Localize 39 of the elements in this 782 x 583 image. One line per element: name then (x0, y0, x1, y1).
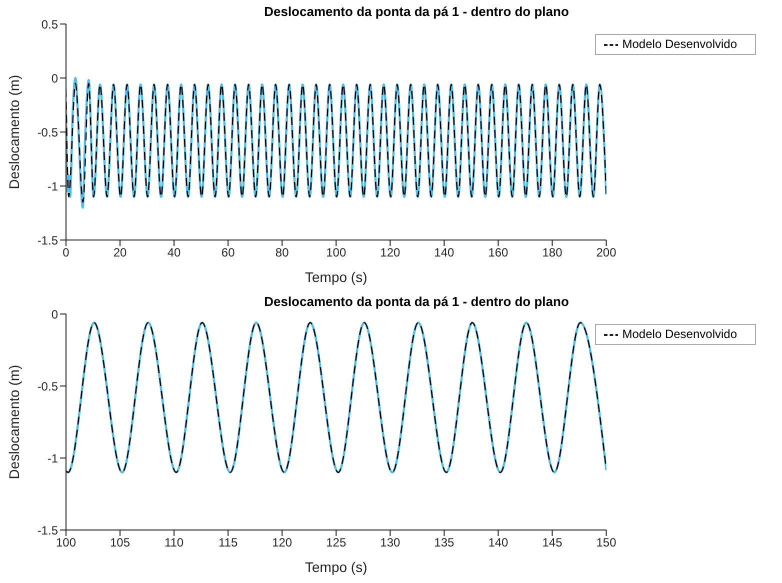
x-tick-label: 140 (434, 246, 455, 260)
x-tick-label: 100 (56, 536, 76, 550)
x-tick-label: 100 (326, 246, 346, 260)
x-tick-label: 80 (275, 246, 290, 260)
x-tick-label: 0 (62, 246, 70, 260)
x-tick-label: 145 (542, 536, 563, 550)
y-tick-label: -0.5 (37, 379, 58, 394)
chart-title: Deslocamento da ponta da pá 1 - dentro do plano (263, 4, 570, 19)
chart-title: Deslocamento da ponta da pá 1 - dentro do plano (263, 294, 570, 309)
x-tick-label: 130 (380, 536, 400, 550)
x-tick-label: 150 (596, 536, 617, 550)
y-tick-label: -1 (47, 451, 58, 466)
x-axis-title: Tempo (s) (305, 559, 368, 575)
x-tick-label: 60 (221, 246, 236, 260)
x-tick-label: 140 (488, 536, 509, 550)
x-tick-label: 40 (167, 246, 182, 260)
y-tick-label: -0.5 (37, 125, 58, 140)
x-tick-label: 120 (272, 536, 292, 550)
x-tick-label: 180 (542, 246, 563, 260)
y-tick-label: 0.5 (41, 17, 58, 32)
x-tick-label: 200 (596, 246, 617, 260)
y-axis-title: Deslocamento (m) (6, 74, 22, 190)
x-tick-label: 120 (380, 246, 400, 260)
legend-label: Modelo Desenvolvido (622, 37, 737, 51)
x-tick-label: 20 (113, 246, 128, 260)
y-tick-label: -1 (47, 179, 58, 194)
y-tick-label: -1.5 (37, 233, 58, 248)
y-tick-label: 0 (51, 307, 58, 322)
x-tick-label: 110 (164, 536, 184, 550)
y-tick-label: -1.5 (37, 523, 58, 538)
x-tick-label: 105 (110, 536, 130, 550)
legend-label: Modelo Desenvolvido (622, 327, 737, 341)
x-tick-label: 160 (488, 246, 509, 260)
x-tick-label: 135 (434, 536, 455, 550)
x-tick-label: 115 (218, 536, 238, 550)
y-tick-label: 0 (51, 71, 58, 86)
x-tick-label: 125 (326, 536, 346, 550)
x-axis-title: Tempo (s) (305, 269, 368, 285)
y-axis-title: Deslocamento (m) (6, 364, 22, 480)
